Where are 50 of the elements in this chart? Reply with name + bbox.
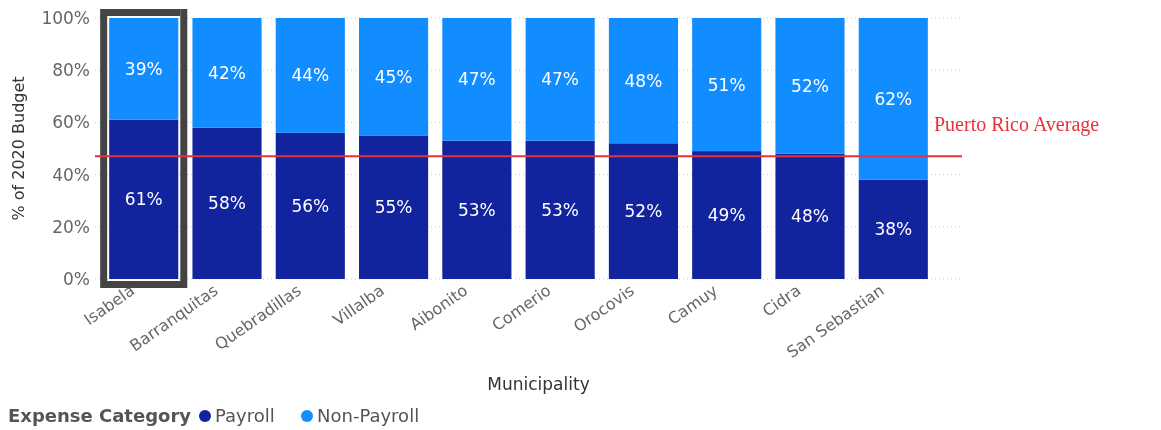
data-label: 48%	[791, 206, 829, 227]
bar	[275, 132, 345, 279]
data-label: 51%	[707, 74, 746, 95]
data-label: 52%	[624, 201, 663, 222]
bar	[608, 143, 678, 279]
y-tick-label: 40%	[52, 164, 90, 185]
bar	[608, 18, 678, 144]
bar	[359, 135, 429, 279]
y-tick-label: 80%	[52, 60, 90, 81]
data-label: 45%	[374, 66, 413, 87]
data-label: 39%	[124, 58, 163, 79]
bar	[192, 18, 262, 128]
y-tick-label: 60%	[52, 112, 90, 133]
y-axis-title: % of 2020 Budget	[9, 76, 28, 221]
legend-title: Expense Category	[8, 405, 192, 426]
bar	[775, 153, 845, 279]
data-label: 47%	[457, 69, 496, 90]
data-label: 58%	[208, 193, 246, 214]
bar	[359, 18, 429, 136]
data-label: 61%	[124, 189, 163, 210]
data-label: 42%	[208, 62, 246, 83]
data-label: 62%	[874, 88, 913, 109]
data-label: 55%	[374, 197, 413, 218]
x-axis-title: Municipality	[487, 374, 590, 394]
bar	[692, 18, 762, 152]
ref-line-label: Puerto Rico Average	[934, 113, 1100, 137]
data-label: 48%	[624, 70, 663, 91]
data-label: 38%	[874, 219, 913, 240]
bar	[192, 127, 262, 279]
bar	[442, 140, 512, 279]
legend-label: Non-Payroll	[317, 405, 420, 426]
legend-label: Payroll	[215, 405, 275, 426]
y-tick-label: 20%	[52, 216, 90, 237]
bar	[692, 151, 762, 279]
data-label: 49%	[707, 205, 746, 226]
y-tick-label: 0%	[63, 269, 90, 289]
bar	[775, 18, 845, 154]
bar	[442, 18, 512, 141]
bar	[275, 18, 345, 133]
bar	[858, 18, 928, 180]
bar	[858, 179, 928, 279]
data-label: 53%	[457, 199, 496, 220]
data-label: 52%	[791, 75, 829, 96]
bar	[525, 18, 595, 141]
data-label: 56%	[291, 195, 330, 216]
data-label: 44%	[291, 65, 330, 86]
data-label: 47%	[541, 69, 580, 90]
bar	[525, 140, 595, 279]
data-label: 53%	[541, 199, 580, 220]
y-tick-label: 100%	[41, 8, 90, 28]
